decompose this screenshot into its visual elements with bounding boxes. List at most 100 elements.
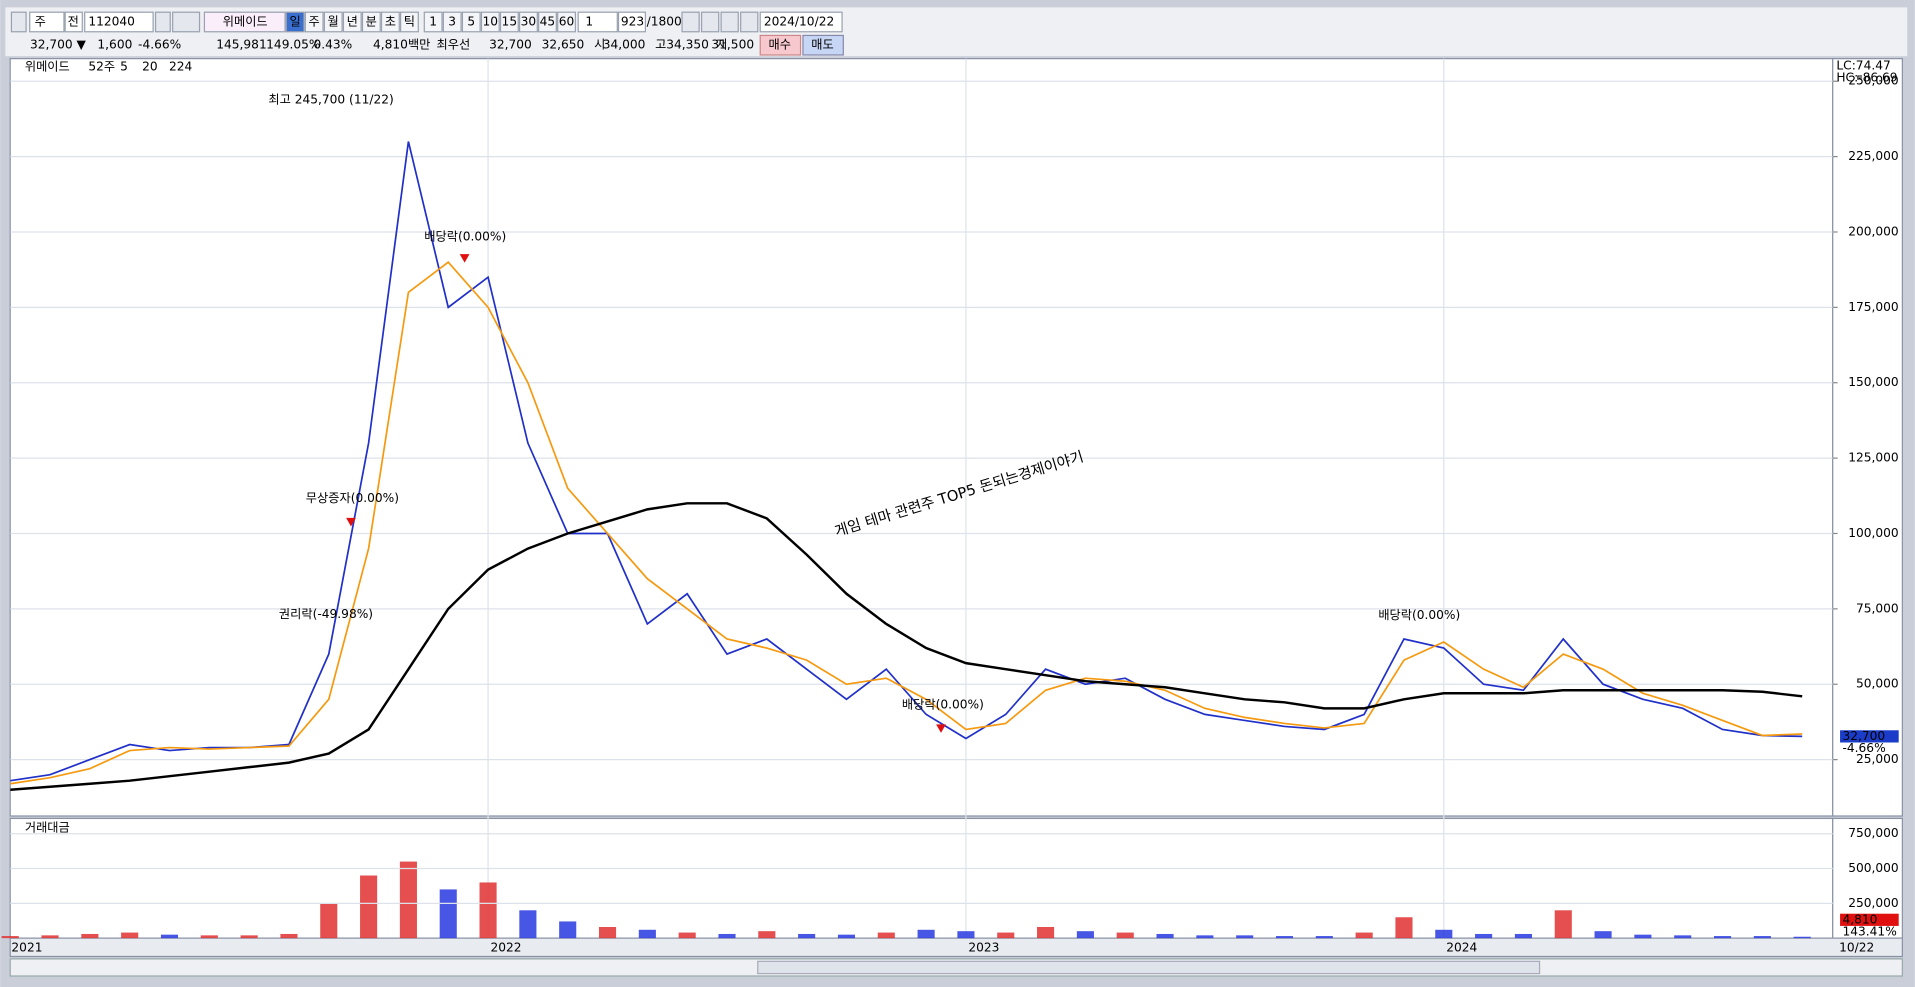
event-arrow <box>459 254 470 263</box>
interval-button[interactable] <box>442 11 462 33</box>
interval-label[interactable]: 60 <box>559 14 575 28</box>
interval-button[interactable] <box>538 11 557 33</box>
volume-bar <box>1514 933 1532 939</box>
volume-bar <box>1315 936 1333 939</box>
buy-label[interactable]: 매수 <box>769 38 791 52</box>
scope-button[interactable] <box>64 11 83 33</box>
volume-bar <box>1275 936 1294 939</box>
volume-bar <box>1554 910 1572 939</box>
quote-high-label: 고 <box>655 38 666 52</box>
interval-button[interactable] <box>557 11 577 33</box>
volume-bar <box>837 934 856 939</box>
quote-volume: 145,981 <box>216 38 266 52</box>
price-line <box>10 502 1803 791</box>
period-label[interactable]: 년 <box>347 14 358 28</box>
volume-bar <box>1713 936 1732 939</box>
interval-label[interactable]: 15 <box>502 14 518 28</box>
interval-label[interactable]: 3 <box>448 14 456 28</box>
date-text: 2024/10/22 <box>764 14 834 28</box>
name-box[interactable] <box>203 11 286 33</box>
period-label[interactable]: 일 <box>289 14 300 28</box>
y-tick-label: 250,000 <box>1848 74 1898 88</box>
legend-item: 224 <box>169 60 193 74</box>
period-button[interactable] <box>342 11 362 33</box>
interval-label[interactable]: 10 <box>482 14 498 28</box>
quote-open: 34,000 <box>603 38 646 52</box>
icon-button[interactable] <box>10 11 27 33</box>
quote-best-label: 최우선 <box>437 38 471 52</box>
volume-bar <box>1475 933 1493 939</box>
interval-label[interactable]: 45 <box>540 14 556 28</box>
tool-button[interactable] <box>700 11 720 33</box>
interval-label[interactable]: 1 <box>429 14 437 28</box>
search-button[interactable] <box>154 11 171 33</box>
event-annotation: 무상증자(0.00%) <box>306 491 399 505</box>
period-label[interactable]: 초 <box>385 14 396 28</box>
scroll-thumb[interactable] <box>757 960 1541 975</box>
volume-bar <box>598 927 617 939</box>
period-label[interactable]: 주 <box>309 14 320 28</box>
price-line <box>10 260 1803 785</box>
quote-ask: 32,700 <box>489 38 532 52</box>
interval-button[interactable] <box>423 11 443 33</box>
save-button[interactable] <box>720 11 739 33</box>
quote-bid: 32,650 <box>542 38 585 52</box>
period-button[interactable] <box>380 11 400 33</box>
sell-button[interactable] <box>802 34 844 56</box>
legend-item: 20 <box>142 60 158 74</box>
range-input[interactable] <box>617 11 647 33</box>
interval-label[interactable]: 5 <box>467 14 475 28</box>
volume-bar <box>877 932 895 939</box>
interval-button[interactable] <box>461 11 481 33</box>
market-select[interactable] <box>29 11 65 33</box>
interval-button[interactable] <box>499 11 519 33</box>
volume-bar <box>1753 936 1771 939</box>
y-tick-label: 250,000 <box>1848 896 1898 910</box>
volume-bar <box>121 932 139 939</box>
y-tick-label: 200,000 <box>1848 224 1898 238</box>
date-input[interactable] <box>759 11 843 33</box>
period-button[interactable] <box>285 11 305 33</box>
volume-bar <box>1435 929 1453 939</box>
hc-label: HC:-86.69 <box>1836 71 1897 85</box>
volume-bar <box>1395 917 1413 939</box>
period-label[interactable]: 월 <box>328 14 339 28</box>
period-label[interactable]: 분 <box>366 14 377 28</box>
volume-bar <box>1116 932 1134 939</box>
last-rate: -4.66% <box>1843 741 1886 755</box>
lc-label: LC:74.47 <box>1836 58 1890 72</box>
volume-bar <box>200 935 218 939</box>
volume-bar <box>1037 927 1055 939</box>
volume-bar <box>1634 934 1652 939</box>
period-label[interactable]: 틱 <box>404 14 415 28</box>
code-input[interactable] <box>84 11 154 33</box>
x-tick-label: 2021 <box>11 940 42 954</box>
x-tick-label: 2022 <box>491 940 522 954</box>
sell-label[interactable]: 매도 <box>811 38 833 52</box>
price-line <box>10 141 1803 782</box>
buy-button[interactable] <box>759 34 802 56</box>
sound-button[interactable] <box>172 11 201 33</box>
interval-label[interactable]: 30 <box>521 14 537 28</box>
interval-button[interactable] <box>480 11 500 33</box>
volume-bar <box>1793 936 1811 939</box>
last-volume-rate: 143.41% <box>1843 925 1897 939</box>
interval-button[interactable] <box>518 11 538 33</box>
legend-title: 위메이드 <box>25 60 70 74</box>
volume-bar <box>1236 935 1254 939</box>
quote-amount: 4,810백만 <box>373 38 430 52</box>
event-arrow <box>936 724 946 733</box>
quote-high: 34,350 <box>666 38 709 52</box>
settings-button[interactable] <box>740 11 759 33</box>
event-annotation: 권리락(-49.98%) <box>279 607 373 621</box>
period-button[interactable] <box>399 11 419 33</box>
period-button[interactable] <box>304 11 324 33</box>
y-tick-label: 25,000 <box>1856 752 1899 766</box>
period-button[interactable] <box>323 11 343 33</box>
y-tick-label: 225,000 <box>1848 149 1898 163</box>
count-select[interactable] <box>577 11 618 33</box>
tool-button[interactable] <box>681 11 700 33</box>
volume-bar <box>798 933 816 939</box>
period-button[interactable] <box>361 11 381 33</box>
